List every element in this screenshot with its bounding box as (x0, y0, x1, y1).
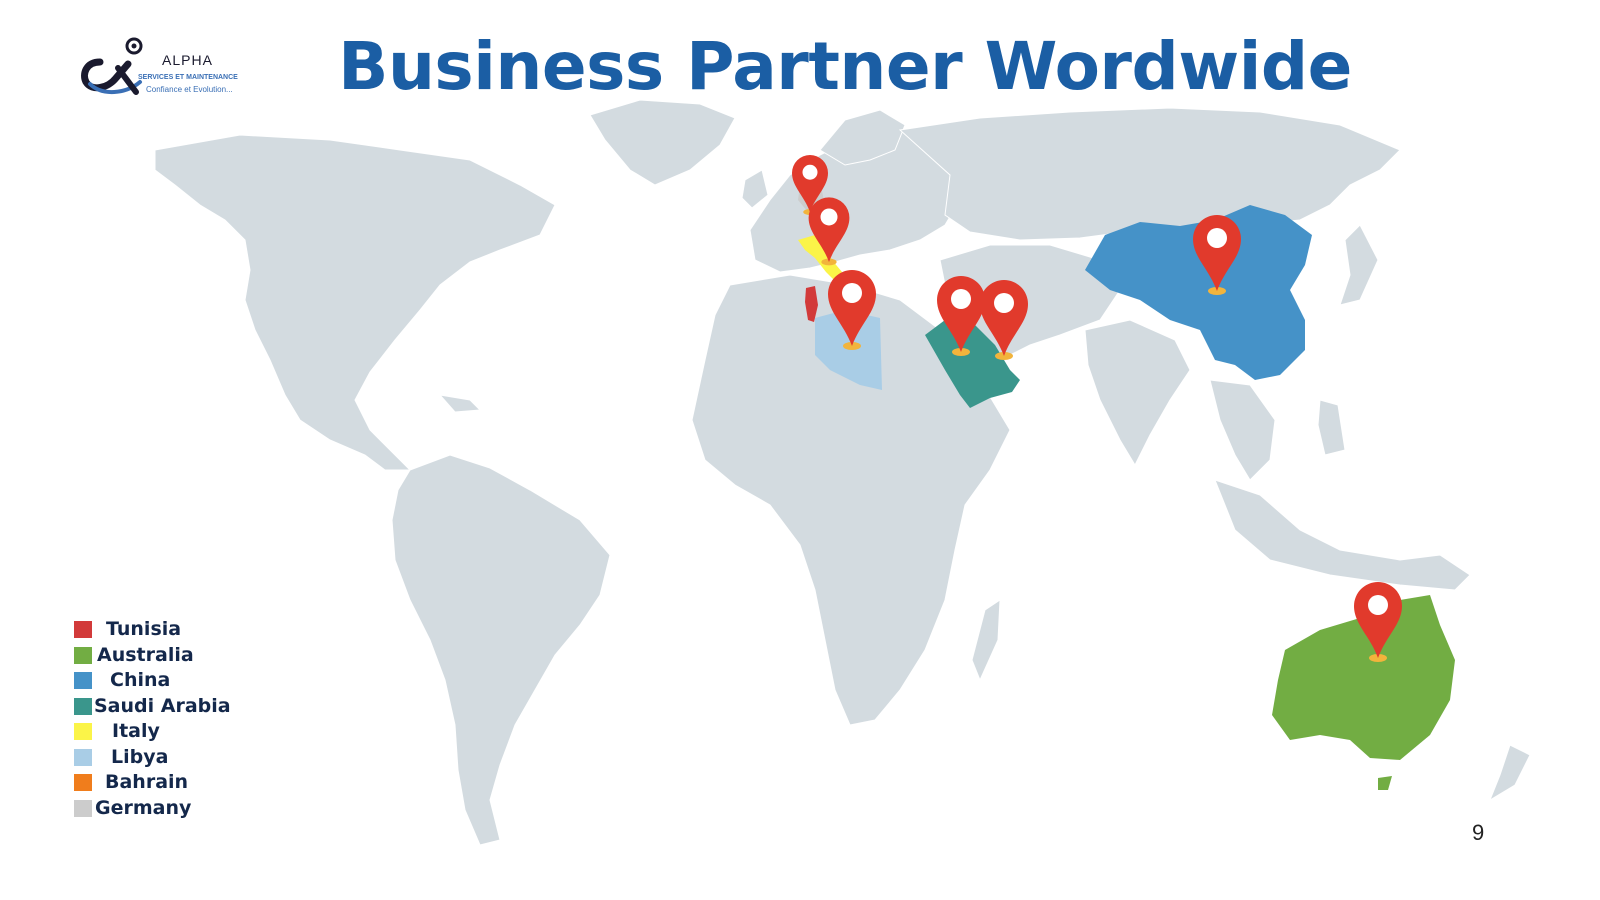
legend-swatch (74, 748, 92, 766)
map-pin-bahrain (980, 280, 1028, 360)
legend-swatch (74, 697, 92, 715)
legend-label: Bahrain (105, 771, 189, 793)
country-tunisia (805, 286, 818, 322)
logo-tagline: Confiance et Evolution... (146, 85, 233, 94)
land-madagascar (971, 599, 1001, 682)
map-pin-china (1193, 215, 1241, 295)
legend-label: Saudi Arabia (94, 694, 231, 717)
map-pin-saudi-arabia (937, 276, 985, 356)
legend-label: China (110, 669, 171, 691)
map-pin-libya (828, 270, 876, 350)
legend-swatch (74, 774, 92, 791)
land-india (1084, 319, 1191, 467)
country-australia (1272, 595, 1455, 760)
country-china (1085, 205, 1312, 380)
legend-swatch (74, 799, 92, 817)
land-philippines (1317, 399, 1346, 456)
land-scandinavia (819, 109, 906, 166)
land-greenland (589, 99, 736, 186)
land-new-zealand (1488, 744, 1531, 802)
land-se-asia (1209, 379, 1276, 481)
legend-swatch (74, 723, 92, 740)
alpha-logo-icon (81, 37, 143, 95)
logo-name: ALPHA (162, 52, 213, 68)
country-italy (798, 235, 842, 282)
map-pin-italy (808, 197, 850, 266)
slide-title: Business Partner Wordwide (338, 28, 1352, 105)
country-libya (815, 310, 882, 390)
legend-label: Italy (112, 720, 160, 742)
land-south-america (391, 454, 611, 846)
land-japan (1339, 224, 1379, 306)
legend-swatch (74, 672, 92, 689)
pin-group (792, 155, 1402, 662)
company-logo: ALPHA SERVICES ET MAINTENANCE Confiance … (78, 34, 238, 104)
legend-swatch (74, 646, 92, 664)
country-saudi-arabia (925, 320, 1020, 408)
land-caribbean (438, 394, 482, 413)
country-tasmania (1378, 776, 1392, 790)
land-russia (898, 107, 1401, 241)
legend-swatch (74, 621, 92, 638)
legend-label: Libya (111, 745, 169, 768)
legend-label: Australia (97, 643, 194, 666)
land-uk (741, 169, 769, 209)
land-north-america (154, 134, 556, 471)
land-indonesia (1214, 479, 1471, 591)
legend-label: Germany (95, 796, 192, 819)
map-pin-australia (1354, 582, 1402, 662)
legend-label: Tunisia (106, 618, 182, 640)
page-number: 9 (1472, 820, 1485, 845)
logo-subtitle: SERVICES ET MAINTENANCE (138, 74, 238, 81)
